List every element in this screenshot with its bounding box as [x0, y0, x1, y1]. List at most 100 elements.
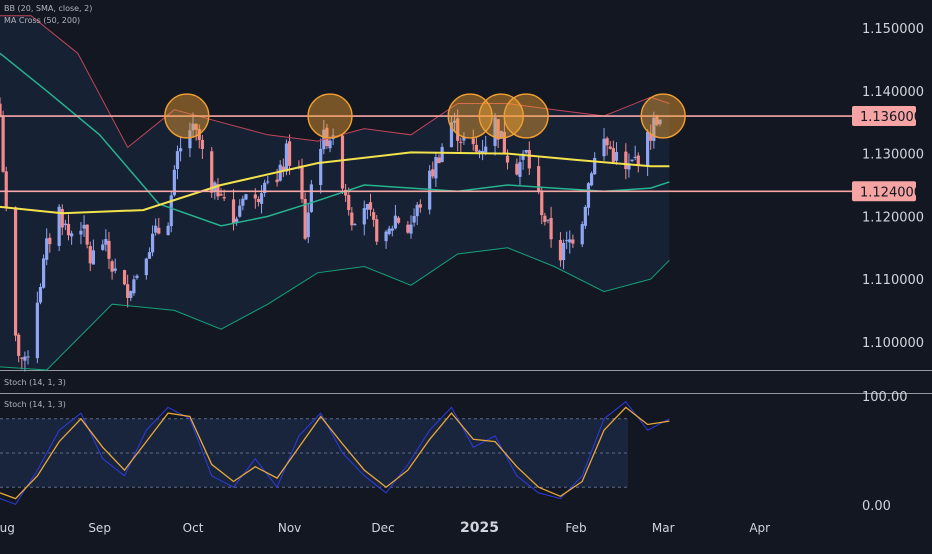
- candle[interactable]: [456, 118, 460, 141]
- candle[interactable]: [518, 162, 522, 177]
- candle[interactable]: [300, 165, 304, 200]
- candle[interactable]: [166, 225, 170, 236]
- candle[interactable]: [362, 208, 366, 225]
- candle[interactable]: [256, 198, 261, 203]
- candle[interactable]: [266, 181, 270, 183]
- candle[interactable]: [110, 261, 114, 272]
- candle[interactable]: [540, 190, 544, 216]
- candle[interactable]: [303, 198, 307, 239]
- candle[interactable]: [85, 224, 89, 245]
- candle[interactable]: [524, 150, 528, 153]
- candle[interactable]: [515, 163, 519, 175]
- candle[interactable]: [347, 195, 351, 211]
- candle[interactable]: [387, 228, 391, 235]
- candle[interactable]: [415, 204, 419, 217]
- candle[interactable]: [565, 240, 569, 242]
- candle[interactable]: [340, 135, 345, 189]
- candle[interactable]: [278, 164, 282, 181]
- candle[interactable]: [325, 127, 329, 147]
- candle[interactable]: [428, 170, 432, 210]
- stochastic-pane[interactable]: 0.00 100.00: [0, 390, 908, 514]
- candle[interactable]: [627, 163, 631, 170]
- candle[interactable]: [79, 230, 83, 235]
- candle[interactable]: [328, 140, 332, 149]
- candle[interactable]: [459, 141, 463, 143]
- candle[interactable]: [253, 194, 257, 199]
- candle[interactable]: [35, 302, 39, 359]
- candle[interactable]: [409, 224, 413, 234]
- candle[interactable]: [157, 227, 161, 234]
- candle[interactable]: [583, 206, 587, 226]
- price-level-badge[interactable]: [852, 181, 916, 202]
- candle[interactable]: [477, 150, 482, 153]
- stoch-d-line[interactable]: [0, 406, 670, 500]
- candle[interactable]: [154, 225, 158, 233]
- candle[interactable]: [38, 287, 43, 303]
- candle[interactable]: [505, 155, 510, 163]
- candle[interactable]: [200, 139, 204, 150]
- candle[interactable]: [375, 219, 379, 242]
- candle[interactable]: [219, 194, 223, 196]
- candle[interactable]: [13, 207, 18, 336]
- candle[interactable]: [231, 199, 236, 224]
- candle[interactable]: [655, 116, 659, 125]
- candle[interactable]: [45, 238, 49, 260]
- candle[interactable]: [238, 205, 242, 217]
- candle[interactable]: [372, 212, 376, 220]
- candle[interactable]: [191, 123, 195, 131]
- candle[interactable]: [390, 228, 394, 231]
- candle[interactable]: [263, 182, 267, 193]
- candle[interactable]: [437, 157, 441, 164]
- candle[interactable]: [91, 250, 96, 265]
- candle[interactable]: [527, 149, 531, 169]
- candle[interactable]: [241, 198, 245, 206]
- candle[interactable]: [471, 138, 475, 145]
- candle[interactable]: [150, 233, 155, 253]
- candle[interactable]: [244, 194, 248, 200]
- candles[interactable]: [0, 97, 662, 372]
- candle[interactable]: [306, 212, 310, 238]
- candle[interactable]: [602, 138, 606, 157]
- candle[interactable]: [605, 138, 609, 146]
- candle[interactable]: [462, 136, 466, 141]
- candle[interactable]: [70, 233, 74, 237]
- candle[interactable]: [481, 151, 485, 154]
- candle[interactable]: [26, 356, 30, 358]
- candle[interactable]: [57, 206, 61, 246]
- candle[interactable]: [649, 133, 653, 141]
- candle[interactable]: [353, 224, 357, 226]
- candle[interactable]: [0, 103, 2, 117]
- candle[interactable]: [658, 119, 662, 125]
- candle[interactable]: [614, 152, 619, 161]
- candle[interactable]: [66, 223, 71, 236]
- candle[interactable]: [561, 242, 566, 261]
- candle[interactable]: [188, 130, 192, 149]
- candle[interactable]: [281, 166, 285, 171]
- candle[interactable]: [384, 231, 388, 242]
- candle[interactable]: [41, 258, 46, 288]
- candle[interactable]: [608, 146, 612, 149]
- price-level-badge[interactable]: [852, 106, 916, 127]
- candle[interactable]: [630, 159, 634, 162]
- candle[interactable]: [147, 252, 152, 259]
- candle[interactable]: [144, 258, 148, 276]
- candle[interactable]: [571, 239, 575, 244]
- candle[interactable]: [178, 148, 183, 152]
- candle[interactable]: [440, 146, 444, 163]
- candle[interactable]: [222, 197, 226, 199]
- candle[interactable]: [216, 184, 220, 197]
- candle[interactable]: [499, 130, 503, 139]
- candle[interactable]: [126, 284, 130, 298]
- candle[interactable]: [412, 215, 416, 223]
- candle[interactable]: [4, 171, 8, 209]
- candle[interactable]: [48, 237, 52, 245]
- candle[interactable]: [319, 148, 323, 186]
- candle[interactable]: [365, 203, 369, 210]
- candle[interactable]: [132, 279, 136, 294]
- candle[interactable]: [1, 116, 5, 172]
- candle[interactable]: [172, 169, 176, 196]
- candle[interactable]: [568, 239, 572, 243]
- candle[interactable]: [589, 173, 594, 186]
- candle[interactable]: [104, 239, 108, 245]
